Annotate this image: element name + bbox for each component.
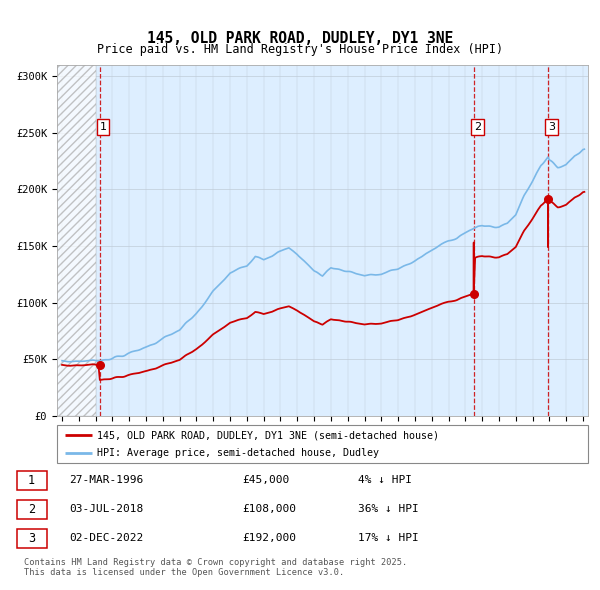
Text: 17% ↓ HPI: 17% ↓ HPI	[358, 533, 418, 543]
Text: Price paid vs. HM Land Registry's House Price Index (HPI): Price paid vs. HM Land Registry's House …	[97, 43, 503, 56]
Bar	[17, 529, 47, 548]
Text: 27-MAR-1996: 27-MAR-1996	[70, 475, 144, 485]
Text: 145, OLD PARK ROAD, DUDLEY, DY1 3NE: 145, OLD PARK ROAD, DUDLEY, DY1 3NE	[147, 31, 453, 47]
Bar	[57, 65, 95, 416]
Text: 1: 1	[100, 122, 107, 132]
Text: HPI: Average price, semi-detached house, Dudley: HPI: Average price, semi-detached house,…	[97, 448, 379, 458]
Text: 2: 2	[28, 503, 35, 516]
Bar	[17, 471, 47, 490]
Text: £192,000: £192,000	[242, 533, 296, 543]
Text: 145, OLD PARK ROAD, DUDLEY, DY1 3NE (semi-detached house): 145, OLD PARK ROAD, DUDLEY, DY1 3NE (sem…	[97, 430, 439, 440]
Text: £108,000: £108,000	[242, 504, 296, 514]
Text: 1: 1	[28, 474, 35, 487]
Bar	[17, 500, 47, 519]
Text: Contains HM Land Registry data © Crown copyright and database right 2025.
This d: Contains HM Land Registry data © Crown c…	[24, 558, 407, 577]
Text: 4% ↓ HPI: 4% ↓ HPI	[358, 475, 412, 485]
Text: 3: 3	[28, 532, 35, 545]
Text: 02-DEC-2022: 02-DEC-2022	[70, 533, 144, 543]
Text: £45,000: £45,000	[242, 475, 290, 485]
Text: 3: 3	[548, 122, 555, 132]
Text: 36% ↓ HPI: 36% ↓ HPI	[358, 504, 418, 514]
Text: 03-JUL-2018: 03-JUL-2018	[70, 504, 144, 514]
Text: 2: 2	[474, 122, 481, 132]
